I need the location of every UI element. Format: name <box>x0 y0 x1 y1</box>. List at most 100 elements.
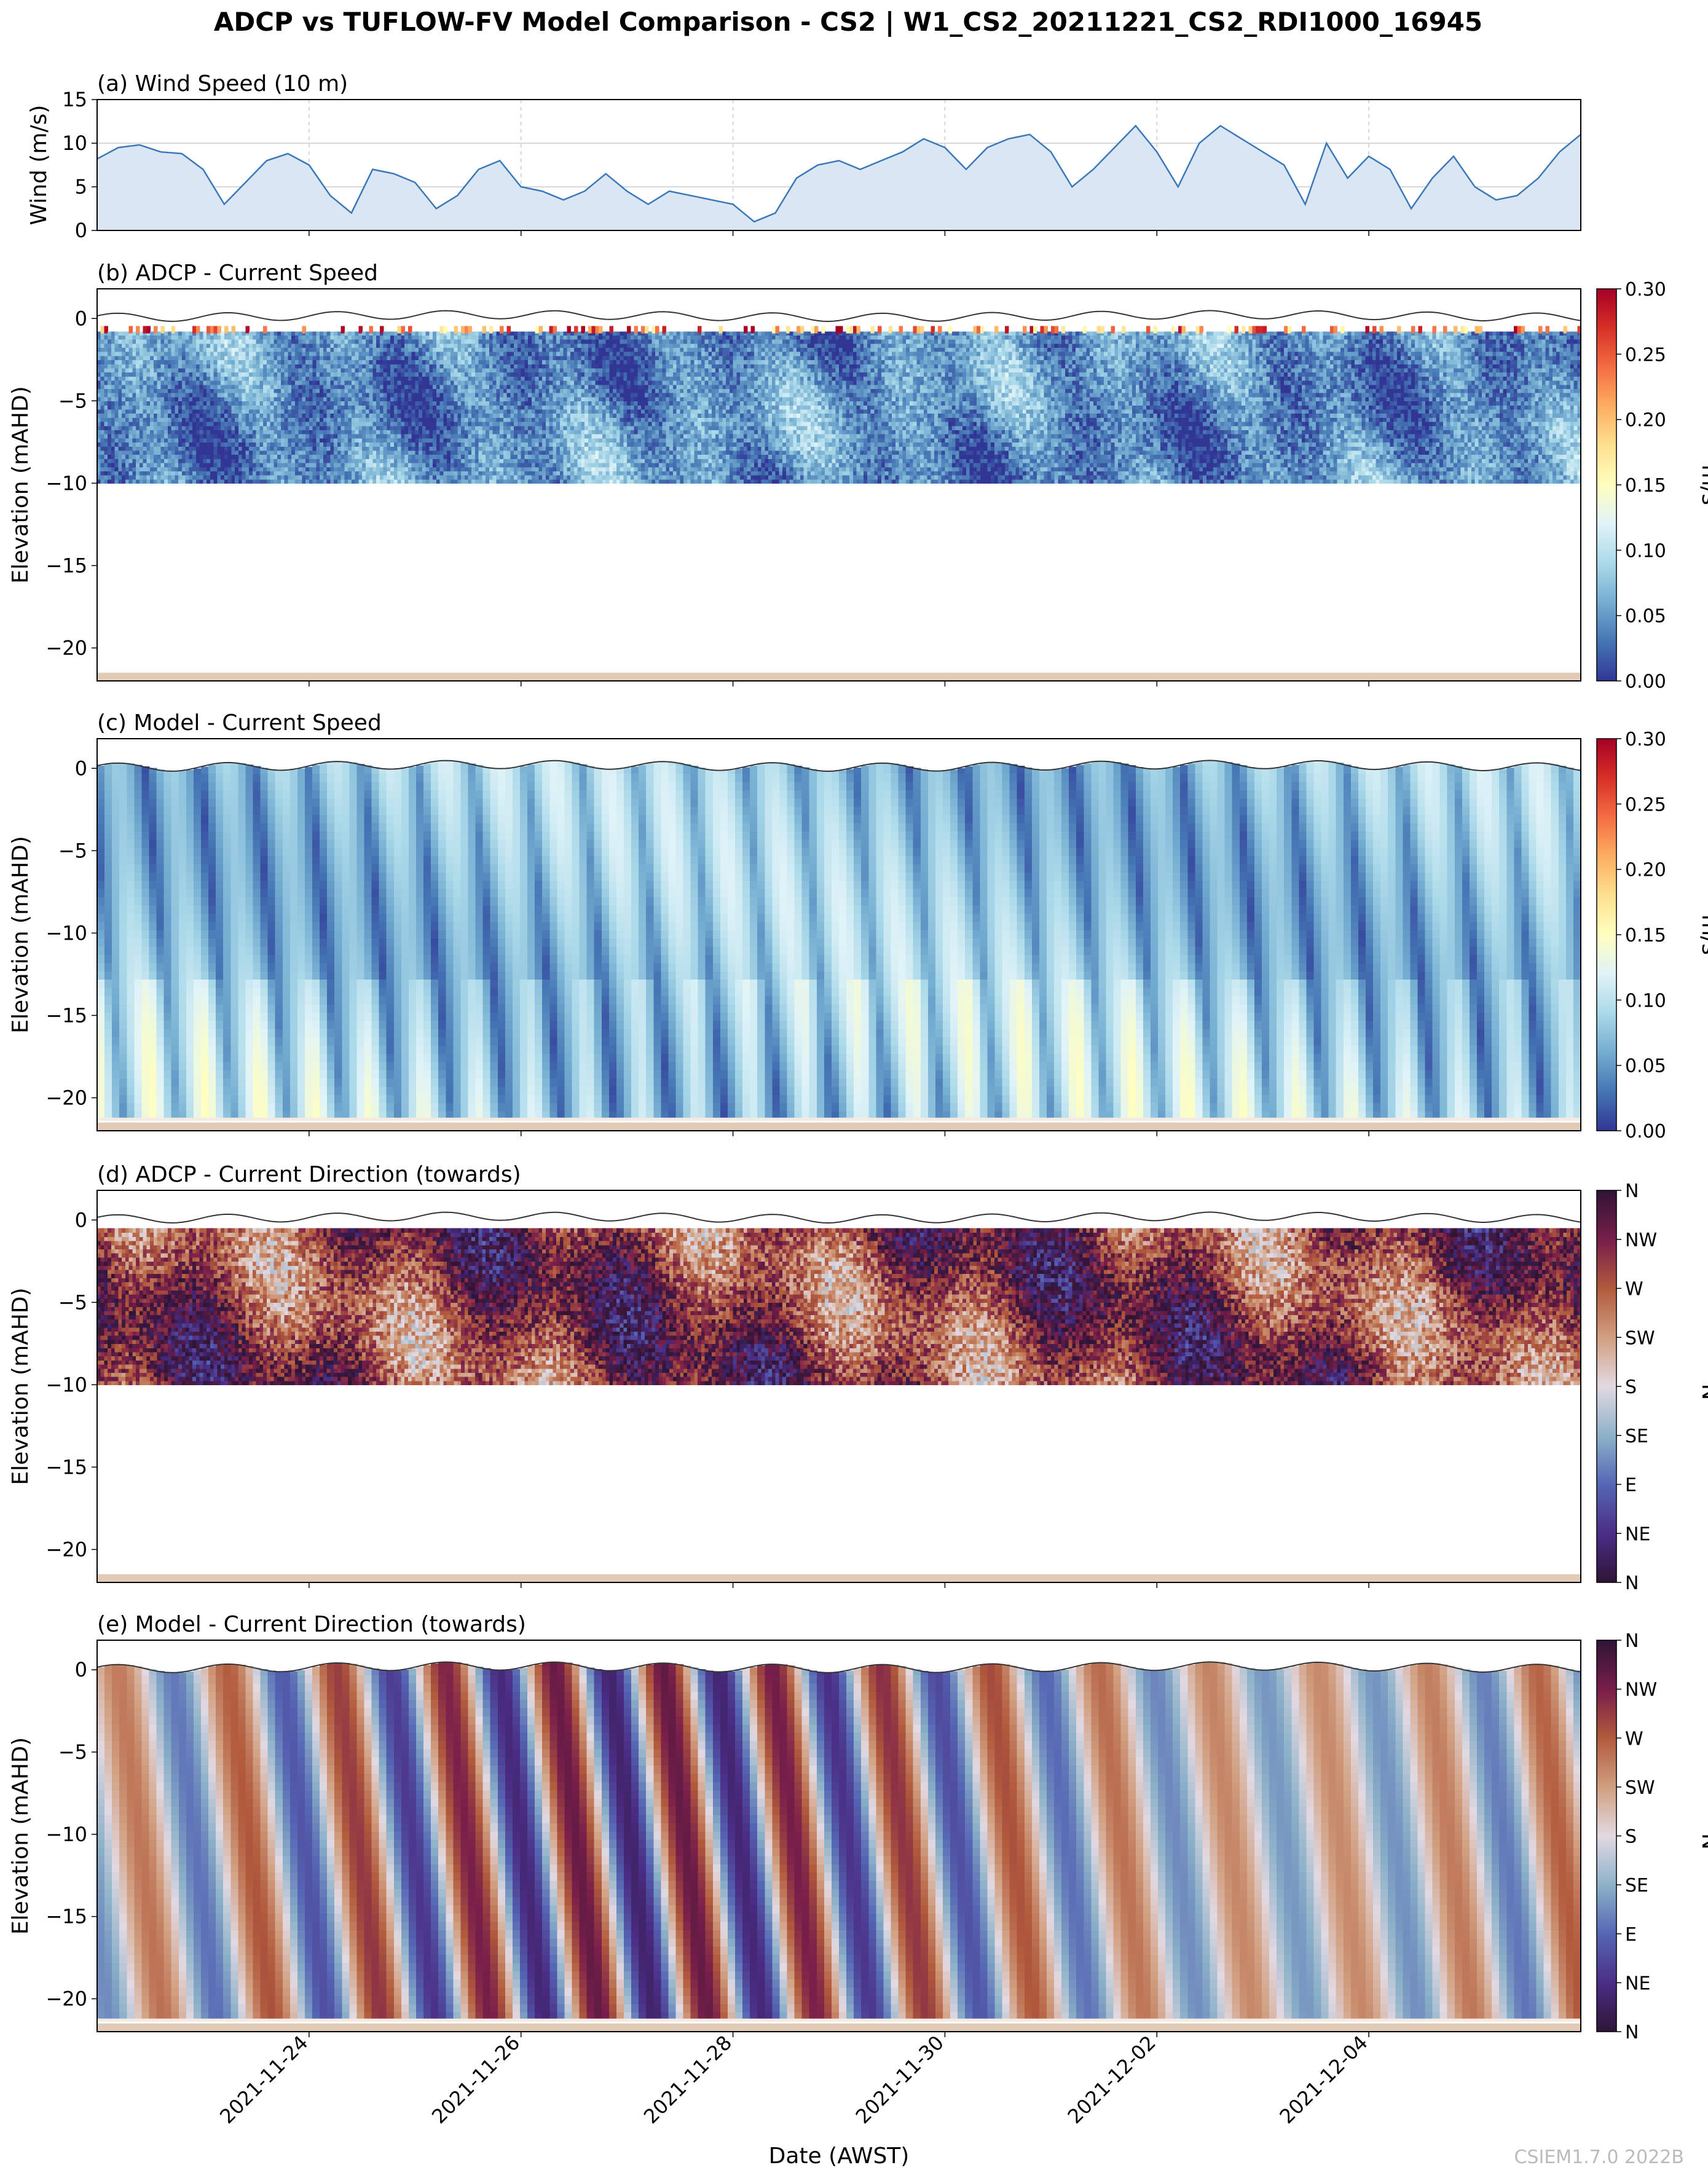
heatmap-cell <box>500 380 504 385</box>
heatmap-cell <box>178 446 183 451</box>
heatmap-cell <box>443 421 447 426</box>
heatmap-cell <box>503 364 508 369</box>
heatmap-cell <box>277 364 281 369</box>
heatmap-cell <box>185 450 190 455</box>
heatmap-cell <box>181 339 186 344</box>
heatmap-cell <box>199 388 204 393</box>
heatmap-cell <box>549 364 554 369</box>
heatmap-cell <box>302 380 306 385</box>
heatmap-cell <box>506 355 511 361</box>
heatmap-cell <box>150 367 154 373</box>
heatmap-cell <box>492 331 497 336</box>
heatmap-cell <box>379 430 384 434</box>
heatmap-cell <box>542 384 546 389</box>
heatmap-cell <box>305 425 310 430</box>
heatmap-cell <box>291 331 296 336</box>
heatmap-cell <box>266 430 271 434</box>
heatmap-cell <box>235 335 239 340</box>
heatmap-cell <box>242 376 246 381</box>
heatmap-cell <box>128 438 133 443</box>
heatmap-cell <box>506 339 511 344</box>
heatmap-cell <box>457 355 462 361</box>
heatmap-cell <box>348 433 352 439</box>
heatmap-cell <box>132 421 136 426</box>
heatmap-cell <box>185 417 190 422</box>
heatmap-cell <box>404 331 409 336</box>
heatmap-cell <box>475 450 479 455</box>
heatmap-cell <box>136 335 140 340</box>
heatmap-cell <box>397 396 401 402</box>
heatmap-cell <box>351 367 356 373</box>
heatmap-cell <box>154 442 158 447</box>
heatmap-cell <box>114 479 119 484</box>
heatmap-cell <box>461 446 465 451</box>
heatmap-cell <box>136 442 140 447</box>
heatmap-cell <box>535 331 540 336</box>
heatmap-cell <box>157 339 162 344</box>
heatmap-cell <box>185 462 190 468</box>
heatmap-cell <box>559 413 564 418</box>
heatmap-cell <box>468 479 472 484</box>
heatmap-cell <box>538 454 543 459</box>
heatmap-cell <box>203 351 207 356</box>
heatmap-cell <box>365 401 370 406</box>
heatmap-cell <box>181 331 186 336</box>
heatmap-cell <box>291 351 296 356</box>
heatmap-cell <box>514 405 518 410</box>
heatmap-cell <box>503 479 508 484</box>
heatmap-cell <box>298 388 303 393</box>
heatmap-cell <box>326 339 331 344</box>
heatmap-cell <box>390 442 395 447</box>
heatmap-cell <box>532 392 536 398</box>
heatmap-cell <box>447 372 451 377</box>
heatmap-cell <box>355 372 360 377</box>
heatmap-cell <box>305 392 310 398</box>
heatmap-cell <box>344 364 348 369</box>
heatmap-cell <box>351 466 356 471</box>
heatmap-cell <box>217 417 221 422</box>
heatmap-cell <box>411 351 415 356</box>
heatmap-cell <box>256 405 261 410</box>
heatmap-cell <box>160 355 165 361</box>
heatmap-cell <box>157 421 162 426</box>
heatmap-cell <box>207 438 211 443</box>
heatmap-cell <box>210 433 214 439</box>
heatmap-cell <box>369 355 374 361</box>
heatmap-cell <box>496 380 500 385</box>
heatmap-cell <box>450 343 455 348</box>
heatmap-cell <box>171 335 176 340</box>
heatmap-cell <box>401 343 405 348</box>
heatmap-cell <box>249 417 253 422</box>
heatmap-cell <box>348 430 352 434</box>
heatmap-cell <box>471 433 476 439</box>
heatmap-cell <box>422 335 427 340</box>
heatmap-cell <box>340 405 345 410</box>
heatmap-cell <box>503 454 508 459</box>
heatmap-cell <box>164 454 168 459</box>
heatmap-cell <box>337 466 342 471</box>
heatmap-cell <box>461 413 465 418</box>
heatmap-cell <box>401 355 405 361</box>
heatmap-cell <box>489 339 494 344</box>
surface-bin <box>136 326 140 334</box>
heatmap-cell <box>358 331 363 336</box>
heatmap-cell <box>376 401 380 406</box>
heatmap-cell <box>199 458 204 463</box>
heatmap-cell <box>337 438 342 443</box>
heatmap-cell <box>443 442 447 447</box>
heatmap-cell <box>181 425 186 430</box>
heatmap-cell <box>436 401 441 406</box>
heatmap-cell <box>298 401 303 406</box>
heatmap-cell <box>104 351 108 356</box>
heatmap-cell <box>425 417 430 422</box>
heatmap-cell <box>150 438 154 443</box>
heatmap-cell <box>383 413 388 418</box>
heatmap-cell <box>309 331 313 336</box>
heatmap-cell <box>486 351 490 356</box>
heatmap-cell <box>422 425 427 430</box>
heatmap-cell <box>146 396 151 402</box>
heatmap-cell <box>439 335 444 340</box>
heatmap-cell <box>362 360 366 364</box>
heatmap-cell <box>125 471 130 476</box>
heatmap-cell <box>164 347 168 352</box>
